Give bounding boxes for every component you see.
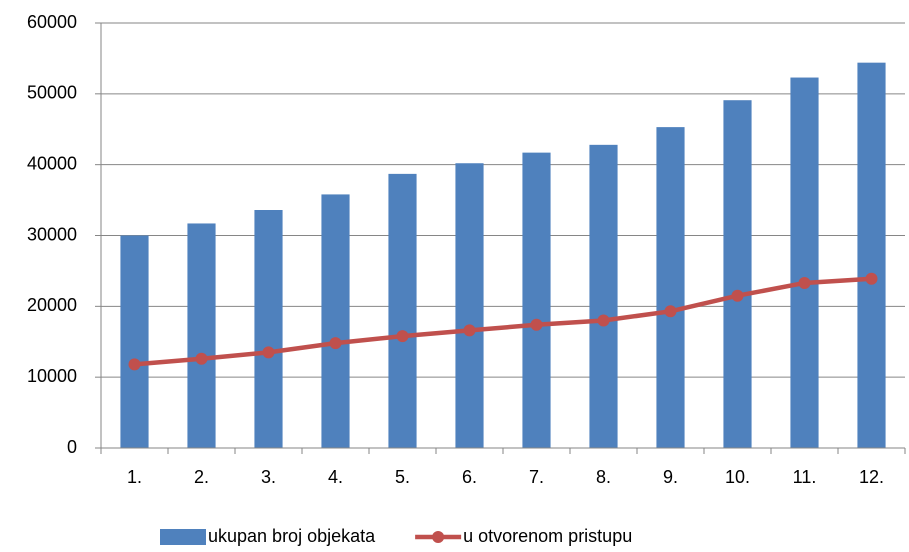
x-tick-label: 7. <box>529 467 544 487</box>
point <box>530 318 543 331</box>
point <box>396 330 409 343</box>
bar <box>321 194 350 448</box>
x-tick-label: 9. <box>663 467 678 487</box>
line <box>134 276 872 367</box>
bar <box>790 77 819 449</box>
x-tick-label: 10. <box>725 467 750 487</box>
point <box>597 314 610 327</box>
point <box>195 352 208 365</box>
x-tick-label: 11. <box>793 467 817 487</box>
bar <box>388 173 417 448</box>
bar <box>455 163 484 448</box>
bar <box>522 152 551 448</box>
y-tick-label: 40000 <box>27 153 77 173</box>
legend-swatch <box>160 529 206 545</box>
y-tick-label: 10000 <box>27 366 77 386</box>
bar <box>254 210 283 448</box>
point <box>329 337 342 350</box>
point <box>865 272 878 285</box>
x-tick-label: 6. <box>462 467 477 487</box>
bar <box>120 235 149 448</box>
x-tick-label: 4. <box>328 467 343 487</box>
x-tick-label: 8. <box>596 467 611 487</box>
x-tick-label: 12. <box>859 467 884 487</box>
point <box>262 346 275 359</box>
bar <box>187 223 216 448</box>
y-tick-label: 20000 <box>27 295 77 315</box>
x-tick-label: 5. <box>395 467 410 487</box>
legend-label: u otvorenom pristupu <box>463 526 632 546</box>
x-tick-label: 3. <box>261 467 276 487</box>
x-tick-label: 1. <box>127 467 142 487</box>
bar <box>857 62 886 449</box>
legend-label: ukupan broj objekata <box>208 526 376 546</box>
point <box>463 324 476 337</box>
point <box>798 276 811 289</box>
y-tick-label: 0 <box>67 437 77 457</box>
bar <box>589 144 618 449</box>
y-tick-label: 30000 <box>27 224 77 244</box>
point <box>664 305 677 318</box>
legend-swatch <box>432 531 445 543</box>
point <box>128 358 141 371</box>
bar <box>723 100 752 448</box>
y-tick-label: 50000 <box>27 83 77 103</box>
x-tick-label: 2. <box>194 467 209 487</box>
point <box>731 289 744 302</box>
bar <box>656 127 685 448</box>
y-tick-label: 60000 <box>27 12 77 32</box>
